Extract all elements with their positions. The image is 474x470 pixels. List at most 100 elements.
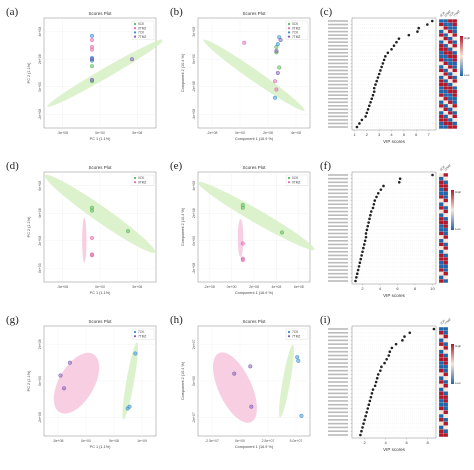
y-tick-label: 0e+00: [38, 82, 42, 92]
feature-label: [328, 426, 348, 429]
heatmap-cell: [438, 40, 444, 45]
legend-label: 0CK: [138, 22, 145, 26]
feature-label: [328, 373, 348, 376]
confidence-ellipse: [47, 39, 162, 107]
heatmap-cell: [438, 82, 444, 87]
heatmap-cell: [447, 43, 453, 48]
vip-point: [369, 210, 373, 213]
vip-x-axis-label: VIP scores: [383, 293, 405, 298]
heatmap-cell: [447, 107, 453, 112]
heatmap-cell: [443, 327, 449, 331]
vip-x-axis-label: VIP scores: [383, 447, 405, 452]
heatmap-cell: [438, 61, 444, 66]
heatmap-cell: [438, 209, 444, 214]
feature-label: [328, 265, 348, 268]
feature-label: [328, 347, 348, 349]
heatmap-cell: [443, 180, 449, 185]
x-tick-label: -2e+08: [207, 131, 218, 135]
heatmap-cell: [438, 180, 444, 185]
feature-label: [328, 280, 348, 282]
vip-point: [398, 177, 402, 180]
data-point-7ck: [133, 351, 138, 356]
vip-point: [376, 191, 380, 195]
feature-label: [328, 80, 348, 82]
heatmap-cell: [443, 406, 449, 411]
heatmap-cell: [447, 121, 453, 126]
heatmap-cell: [438, 107, 444, 112]
heatmap-cell: [443, 238, 449, 243]
x-tick-label: 0e+00: [227, 285, 237, 289]
x-tick-label: 5e+08: [132, 131, 142, 135]
data-point-7ck: [127, 404, 132, 409]
feature-label: [328, 388, 348, 391]
heatmap-cell: [447, 40, 453, 45]
heatmap-cell: [438, 103, 444, 108]
color-scale-low: Low: [455, 227, 461, 231]
heatmap-cell: [443, 361, 449, 366]
heatmap-cell: [443, 54, 449, 59]
heatmap-cell: [438, 387, 444, 392]
heatmap-cell: [438, 349, 444, 354]
feature-label: [328, 34, 348, 36]
data-point-0ck: [89, 64, 95, 69]
panel-label-c: (c): [320, 6, 333, 18]
heatmap-cell: [452, 75, 458, 80]
vip-point: [407, 33, 411, 37]
heatmap-cell: [438, 75, 444, 80]
heatmap-cell: [438, 353, 444, 358]
plot-title: Scores Plot: [88, 165, 112, 170]
feature-label: [328, 354, 348, 357]
heatmap-cell: [443, 173, 449, 177]
y-axis-label: Component 2 (10.4 %): [181, 361, 185, 400]
data-point-7tmz: [232, 371, 237, 376]
vip-point: [363, 418, 366, 422]
feature-label: [328, 73, 348, 75]
scores-plot-b: Scores Plot -2e+08 0e+00 2e+08 4e+08 2e+08 0e+…: [181, 11, 311, 141]
legend-box: [285, 328, 309, 340]
heatmap-cell: [438, 345, 444, 350]
vip-point: [369, 100, 372, 104]
feature-label: [328, 90, 348, 93]
vip-x-tick-label: 5: [403, 132, 406, 137]
heatmap-cell: [438, 125, 444, 129]
vip-x-tick-label: 2: [361, 286, 364, 291]
vip-point: [390, 47, 393, 51]
vip-point: [379, 69, 382, 72]
feature-label: [328, 276, 348, 279]
vip-point: [372, 202, 376, 206]
heatmap-cell: [443, 349, 449, 354]
feature-label: [328, 192, 348, 195]
vip-point: [432, 327, 436, 331]
heatmap-cell: [443, 275, 449, 280]
feature-label: [328, 59, 348, 61]
y-tick-label: 2e+08: [192, 208, 196, 218]
heatmap-cell: [443, 387, 449, 392]
data-point-0tmz: [89, 235, 95, 241]
heatmap-cell: [438, 235, 444, 240]
heatmap-cell: [443, 75, 449, 80]
confidence-ellipse: [212, 352, 257, 423]
feature-label: [328, 37, 348, 40]
panel-label-h: (h): [170, 314, 183, 326]
legend-label: 0TMZ: [138, 26, 146, 30]
heatmap-cell: [443, 118, 449, 122]
vip-point: [408, 331, 412, 335]
heatmap-cell: [447, 61, 453, 66]
feature-label: [328, 174, 348, 176]
data-point-7ck: [299, 413, 304, 418]
feature-label: [328, 331, 348, 334]
legend-box: [131, 174, 155, 186]
heatmap-cell: [452, 43, 458, 48]
vip-point: [355, 272, 359, 275]
heatmap-cell: [438, 361, 444, 366]
heatmap-cell: [438, 68, 444, 73]
heatmap-cell: [438, 260, 444, 265]
heatmap-cell: [438, 330, 444, 335]
vip-point: [369, 213, 372, 217]
heatmap-cell: [438, 402, 444, 407]
vip-point: [371, 93, 375, 97]
heatmap-cell: [452, 58, 458, 62]
feature-label: [328, 188, 348, 191]
heatmap-cell: [452, 29, 458, 34]
